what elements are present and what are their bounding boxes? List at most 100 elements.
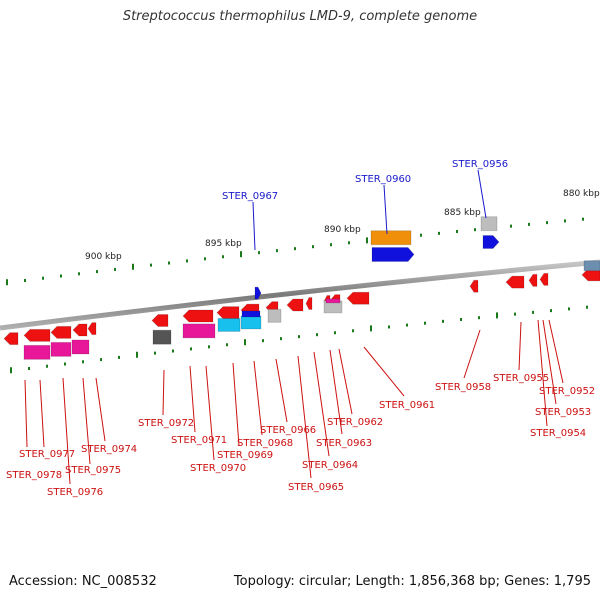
outer-tick (150, 263, 152, 267)
inner-tick (586, 305, 588, 309)
gene-arrow-reverse (528, 273, 538, 287)
outer-tick (168, 261, 170, 265)
outer-tick (60, 274, 62, 278)
scale-label-900kbp: 900 kbp (85, 252, 122, 262)
leader-reverse (313, 351, 330, 457)
leader-reverse (95, 377, 106, 442)
inner-tick (388, 325, 390, 329)
outer-tick (510, 224, 512, 228)
gene-label-ster-0961[interactable]: STER_0961 (379, 400, 435, 411)
gene-label-ster-0952[interactable]: STER_0952 (539, 386, 595, 397)
inner-tick (172, 349, 174, 353)
gene-arrow-forward (371, 247, 415, 263)
outer-tick (78, 272, 80, 276)
gene-label-ster-0962[interactable]: STER_0962 (327, 417, 383, 428)
inner-tick (190, 347, 192, 351)
gene-arrow-reverse (151, 313, 169, 327)
leader-reverse (329, 349, 343, 435)
gene-label-ster-0963[interactable]: STER_0963 (316, 438, 372, 449)
outer-tick (546, 221, 548, 225)
inner-tick (10, 367, 12, 374)
leader-reverse (297, 355, 312, 479)
outer-tick (204, 257, 206, 261)
gene-arrow-reverse (50, 325, 72, 339)
leader-reverse (548, 319, 564, 384)
outer-tick (366, 237, 368, 244)
gene-label-ster-0953[interactable]: STER_0953 (535, 407, 591, 418)
leader-reverse (162, 369, 165, 416)
outer-tick (222, 255, 224, 259)
gene-label-ster-0968[interactable]: STER_0968 (237, 438, 293, 449)
outer-tick (42, 276, 44, 280)
inner-tick (442, 319, 444, 323)
leader-reverse (24, 379, 28, 448)
leader-reverse (189, 365, 196, 433)
outer-tick (438, 231, 440, 235)
outer-tick (294, 247, 296, 251)
gene-label-ster-0960[interactable]: STER_0960 (355, 174, 411, 185)
gene-box-orange (370, 230, 412, 246)
gene-label-ster-0978[interactable]: STER_0978 (6, 470, 62, 481)
gene-label-ster-0974[interactable]: STER_0974 (81, 444, 137, 455)
inner-tick (568, 307, 570, 311)
gene-label-ster-0967[interactable]: STER_0967 (222, 191, 278, 202)
leader-reverse (205, 365, 215, 461)
gene-arrow-reverse (23, 328, 51, 342)
gene-label-ster-0958[interactable]: STER_0958 (435, 382, 491, 393)
scale-label-890kbp: 890 kbp (324, 225, 361, 235)
inner-tick (100, 358, 102, 362)
gene-box-dark (152, 329, 172, 345)
scale-label-895kbp: 895 kbp (205, 239, 242, 249)
genome-backbone (0, 259, 600, 331)
gene-label-ster-0976[interactable]: STER_0976 (47, 487, 103, 498)
outer-tick (258, 251, 260, 255)
leader-reverse (463, 329, 481, 379)
gene-arrow-reverse (539, 272, 549, 286)
gene-arrow-reverse (346, 291, 370, 305)
leader-reverse (363, 346, 405, 397)
inner-tick (28, 366, 30, 370)
outer-tick (6, 279, 8, 286)
gene-label-ster-0966[interactable]: STER_0966 (260, 425, 316, 436)
gene-label-ster-0955[interactable]: STER_0955 (493, 373, 549, 384)
gene-box-pink (50, 341, 72, 357)
leader-reverse (542, 319, 557, 405)
scale-ticks (6, 217, 588, 374)
leader-reverse (39, 379, 45, 448)
inner-tick (82, 360, 84, 364)
gene-label-ster-0965[interactable]: STER_0965 (288, 482, 344, 493)
gene-label-ster-0970[interactable]: STER_0970 (190, 463, 246, 474)
leader-reverse (62, 377, 71, 485)
inner-tick (550, 309, 552, 313)
leader-reverse (537, 319, 548, 427)
gene-label-ster-0956[interactable]: STER_0956 (452, 159, 508, 170)
gene-box-pink (325, 298, 341, 304)
gene-label-ster-0964[interactable]: STER_0964 (302, 460, 358, 471)
gene-box-gray (480, 216, 498, 232)
inner-tick (46, 364, 48, 368)
gene-box-pink (23, 344, 51, 360)
leader-reverse (82, 377, 91, 465)
inner-tick (514, 312, 516, 316)
inner-tick (406, 323, 408, 327)
inner-tick (460, 318, 462, 322)
gene-label-ster-0971[interactable]: STER_0971 (171, 435, 227, 446)
inner-tick (478, 316, 480, 320)
gene-label-ster-0977[interactable]: STER_0977 (19, 449, 75, 460)
gene-label-ster-0972[interactable]: STER_0972 (138, 418, 194, 429)
inner-tick (208, 345, 210, 349)
gene-box-pink (71, 339, 90, 355)
gene-arrow-reverse (505, 275, 525, 289)
leader-ster-0967 (252, 201, 256, 251)
scale-label-880kbp: 880 kbp (563, 189, 600, 199)
gene-label-ster-0975[interactable]: STER_0975 (65, 465, 121, 476)
leader-reverse (253, 360, 263, 436)
outer-tick (132, 263, 134, 270)
inner-tick (316, 333, 318, 337)
outer-tick (114, 267, 116, 271)
gene-box-cyan (217, 317, 241, 332)
gene-label-ster-0954[interactable]: STER_0954 (530, 428, 586, 439)
gene-label-ster-0969[interactable]: STER_0969 (217, 450, 273, 461)
